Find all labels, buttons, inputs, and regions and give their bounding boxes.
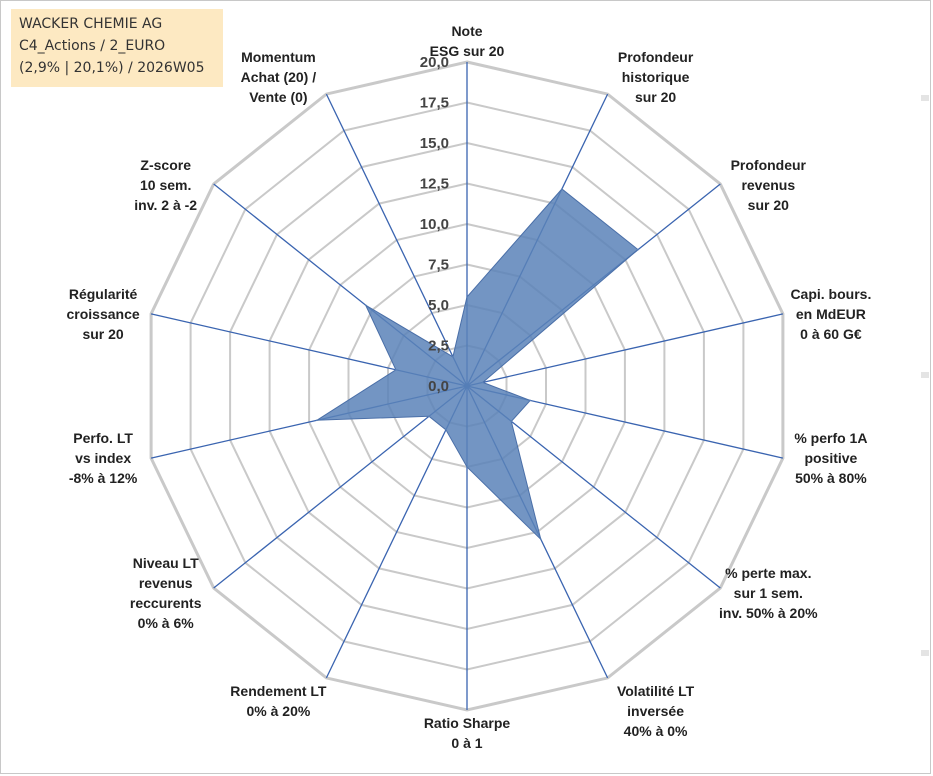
tick-labels: 0,0 2,5 5,0 7,5 10,0 12,5 15,0 17,5 20,0: [420, 54, 449, 395]
tick-label: 20,0: [420, 54, 449, 71]
axis-label: 0 à 60 G€: [800, 326, 862, 342]
data-point: [395, 369, 397, 371]
scroll-mark: [921, 95, 929, 101]
axis-label: Momentum: [241, 49, 316, 65]
tick-label: 2,5: [428, 338, 449, 355]
axis-spoke: [325, 385, 468, 679]
axis-label: Régularité: [69, 286, 138, 302]
chart-period: (2,9% | 20,1%) / 2026W05: [19, 60, 205, 76]
axis-label: Volatilité LT: [617, 683, 695, 699]
axis-label: positive: [804, 450, 857, 466]
data-point: [452, 356, 454, 358]
tick-label: 10,0: [420, 216, 449, 233]
axis-spoke: [325, 93, 468, 387]
axis-label: % perfo 1A: [794, 430, 867, 446]
axis-label: 40% à 0%: [624, 723, 688, 739]
data-point: [466, 296, 468, 298]
axis-label: 0 à 1: [451, 735, 482, 751]
axis-label: Niveau LT: [133, 555, 199, 571]
series-area: [315, 188, 639, 541]
data-series: [315, 188, 639, 541]
axis-label: inv. 50% à 20%: [719, 605, 818, 621]
axis-label: 10 sem.: [140, 177, 191, 193]
data-point: [466, 466, 468, 468]
data-point: [637, 248, 639, 251]
axis-label: croissance: [67, 306, 140, 322]
axis-label: reccurents: [130, 595, 202, 611]
axis-label: Capi. bours.: [790, 286, 871, 302]
axis-label: Profondeur: [618, 49, 694, 65]
axis-label: 50% à 80%: [795, 470, 867, 486]
portfolio-category: C4_Actions / 2_EURO: [19, 38, 166, 54]
axis-label: Achat (20) /: [241, 69, 317, 85]
axis-label: -8% à 12%: [69, 470, 138, 486]
data-point: [529, 399, 531, 402]
data-point: [445, 429, 447, 431]
axis-label: Vente (0): [249, 89, 307, 105]
data-point: [561, 188, 563, 190]
data-point: [510, 420, 513, 423]
data-point: [364, 304, 367, 307]
tick-label: 5,0: [428, 297, 449, 314]
axis-label: sur 1 sem.: [734, 585, 803, 601]
axis-label: Rendement LT: [230, 683, 327, 699]
axis-label: sur 20: [748, 197, 789, 213]
axis-label: inv. 2 à -2: [134, 197, 197, 213]
axis-label: Ratio Sharpe: [424, 715, 511, 731]
axis-label: sur 20: [82, 326, 123, 342]
axis-label: 0% à 6%: [138, 615, 195, 631]
axis-label: ESG sur 20: [430, 43, 505, 59]
axis-labels: Note ESG sur 20 Profondeur historique sur 20…: [67, 23, 872, 751]
tick-label: 0,0: [428, 378, 449, 395]
axis-label: % perte max.: [725, 565, 811, 581]
data-point: [316, 419, 318, 422]
axis-label: Perfo. LT: [73, 430, 133, 446]
tick-label: 17,5: [420, 95, 449, 112]
axis-spoke: [213, 385, 468, 589]
data-point: [540, 538, 542, 541]
scroll-mark: [921, 650, 929, 656]
vertical-scrollbar[interactable]: [919, 0, 931, 774]
scroll-mark: [921, 372, 929, 378]
tick-label: 15,0: [420, 135, 449, 152]
axis-label: vs index: [75, 450, 131, 466]
axis-label: historique: [622, 69, 690, 85]
axis-label: sur 20: [635, 89, 676, 105]
data-point: [482, 381, 484, 384]
company-name: WACKER CHEMIE AG: [19, 16, 163, 32]
axis-label: en MdEUR: [796, 306, 866, 322]
data-point: [428, 415, 430, 418]
tick-label: 12,5: [420, 176, 449, 193]
axis-label: inversée: [627, 703, 684, 719]
axis-spoke: [466, 313, 784, 387]
tick-label: 7,5: [428, 257, 449, 274]
axis-label: Profondeur: [731, 157, 807, 173]
chart-title-box: WACKER CHEMIE AG C4_Actions / 2_EURO (2,…: [11, 9, 223, 87]
axis-label: revenus: [139, 575, 193, 591]
axis-label: 0% à 20%: [246, 703, 310, 719]
axis-label: Note: [451, 23, 482, 39]
axis-label: revenus: [741, 177, 795, 193]
axis-label: Z-score: [140, 157, 191, 173]
